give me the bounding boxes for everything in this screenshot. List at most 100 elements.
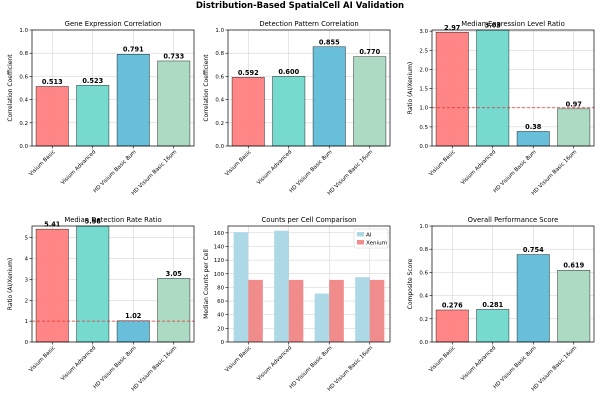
bar-xenium xyxy=(369,279,385,342)
bar xyxy=(557,108,591,147)
data-label: 3.03 xyxy=(485,22,502,30)
y-tick-label: 2 xyxy=(25,298,28,304)
y-tick-label: 2.5 xyxy=(419,48,428,54)
x-tick-label: HD Visium Basic 8um xyxy=(289,345,334,390)
data-label: 3.05 xyxy=(166,270,183,278)
bar xyxy=(231,77,265,147)
x-tick-label: Visium Basic xyxy=(428,345,456,373)
x-tick-label: HD Visium Basic 16um xyxy=(531,149,579,197)
y-axis-label: Median Counts per Cell xyxy=(203,249,210,319)
axes-frame xyxy=(227,225,391,343)
y-tick-label: 0 xyxy=(25,340,29,346)
y-tick-label: 0.4 xyxy=(215,98,224,104)
x-tick-label: Visium Advanced xyxy=(60,149,97,186)
y-tick-label: 120 xyxy=(214,258,225,264)
x-tick-label: Visium Basic xyxy=(224,345,252,373)
y-tick-label: 0.0 xyxy=(419,144,428,150)
y-tick-label: 1.5 xyxy=(419,87,428,93)
bar xyxy=(557,269,591,343)
bar xyxy=(353,56,387,147)
y-tick-label: 0.0 xyxy=(419,340,428,346)
data-label: 0.97 xyxy=(566,100,583,108)
legend-swatch xyxy=(357,240,364,245)
bar xyxy=(476,309,510,343)
bar xyxy=(157,278,191,343)
y-tick-label: 2.0 xyxy=(419,67,428,73)
y-tick-label: 0.8 xyxy=(419,247,428,253)
bar-ai xyxy=(274,230,289,342)
x-tick-label: Visium Basic xyxy=(224,149,252,177)
y-tick-label: 3.0 xyxy=(419,29,428,35)
y-tick-label: 0.4 xyxy=(419,294,428,300)
legend: AI Xenium xyxy=(353,228,389,249)
legend-label: AI xyxy=(366,232,372,238)
x-tick-label: Visium Basic xyxy=(28,149,56,177)
data-label: 5.41 xyxy=(44,221,61,229)
x-tick-label: HD Visium Basic 16um xyxy=(131,149,179,197)
x-tick-label: HD Visium Basic 8um xyxy=(493,345,538,390)
bar xyxy=(76,225,110,343)
y-axis-label: Ratio (AI/Xenium) xyxy=(7,258,14,311)
y-tick-label: 0 xyxy=(221,340,225,346)
y-tick-label: 100 xyxy=(214,272,225,278)
x-tick-label: Visium Advanced xyxy=(460,149,497,186)
bar xyxy=(312,46,346,147)
x-tick-label: HD Visium Basic 8um xyxy=(93,345,138,390)
y-tick-label: 3 xyxy=(25,277,28,283)
y-axis-label: Composite Score xyxy=(407,258,414,309)
figure-title: Distribution-Based SpatialCell AI Valida… xyxy=(196,1,404,11)
x-tick-label: Visium Advanced xyxy=(256,149,293,186)
chart-title: Median Expression Level Ratio xyxy=(461,20,565,28)
y-tick-label: 160 xyxy=(214,231,225,237)
chart-title: Gene Expression Correlation xyxy=(65,20,162,28)
bar xyxy=(516,254,550,343)
bar-xenium xyxy=(248,279,263,342)
y-tick-label: 1 xyxy=(25,319,28,325)
bar xyxy=(35,228,69,343)
data-label: 0.276 xyxy=(442,301,463,309)
data-label: 0.733 xyxy=(163,52,184,60)
chart-panel-3: 2.97 3.03 0.38 0.97 0.0 0.5 1.0 1.5 2.0 2.5 3.0 Vis… xyxy=(407,20,595,197)
y-tick-label: 5 xyxy=(25,236,28,242)
axes-frame xyxy=(227,29,391,147)
y-tick-label: 80 xyxy=(217,285,224,291)
data-label: 0.523 xyxy=(82,77,103,85)
x-tick-label: Visium Basic xyxy=(28,345,56,373)
data-label: 0.754 xyxy=(523,246,544,254)
data-label: 5.56 xyxy=(85,218,102,226)
data-label: 0.281 xyxy=(482,301,503,309)
data-label: 0.600 xyxy=(278,68,299,76)
axes-frame xyxy=(31,225,195,343)
chart-panel-6: 0.276 0.281 0.754 0.619 0.0 0.2 0.4 0.6 0.8 1.0 Vi… xyxy=(407,216,595,393)
x-tick-label: Visium Advanced xyxy=(60,345,97,382)
legend-label: Xenium xyxy=(366,240,387,246)
y-axis-label: Ratio (AI/Xenium) xyxy=(407,62,414,115)
y-tick-label: 0.0 xyxy=(19,144,28,150)
y-tick-label: 60 xyxy=(217,299,224,305)
bar xyxy=(435,32,469,147)
y-tick-label: 20 xyxy=(217,326,224,332)
x-tick-label: HD Visium Basic 8um xyxy=(93,149,138,194)
x-tick-label: HD Visium Basic 8um xyxy=(289,149,334,194)
y-tick-label: 0.6 xyxy=(19,74,28,80)
data-label: 0.619 xyxy=(563,262,584,270)
data-label: 0.592 xyxy=(238,69,259,77)
y-tick-label: 1.0 xyxy=(419,106,428,112)
x-tick-label: Visium Advanced xyxy=(460,345,497,382)
x-tick-label: HD Visium Basic 16um xyxy=(131,345,179,393)
data-label: 0.38 xyxy=(525,123,542,131)
x-tick-label: HD Visium Basic 8um xyxy=(493,149,538,194)
axes-frame xyxy=(31,29,195,147)
bar xyxy=(116,320,150,343)
data-label: 2.97 xyxy=(444,24,461,32)
y-tick-label: 1.0 xyxy=(215,28,224,34)
y-tick-label: 0.0 xyxy=(215,144,224,150)
axes-frame xyxy=(431,225,595,343)
y-tick-label: 140 xyxy=(214,244,225,250)
x-tick-label: HD Visium Basic 16um xyxy=(327,149,375,197)
y-tick-label: 0.8 xyxy=(215,51,224,57)
y-tick-label: 1.0 xyxy=(419,224,428,230)
y-tick-label: 1.0 xyxy=(19,28,28,34)
bar xyxy=(435,309,469,343)
chart-title: Detection Pattern Correlation xyxy=(259,20,358,28)
